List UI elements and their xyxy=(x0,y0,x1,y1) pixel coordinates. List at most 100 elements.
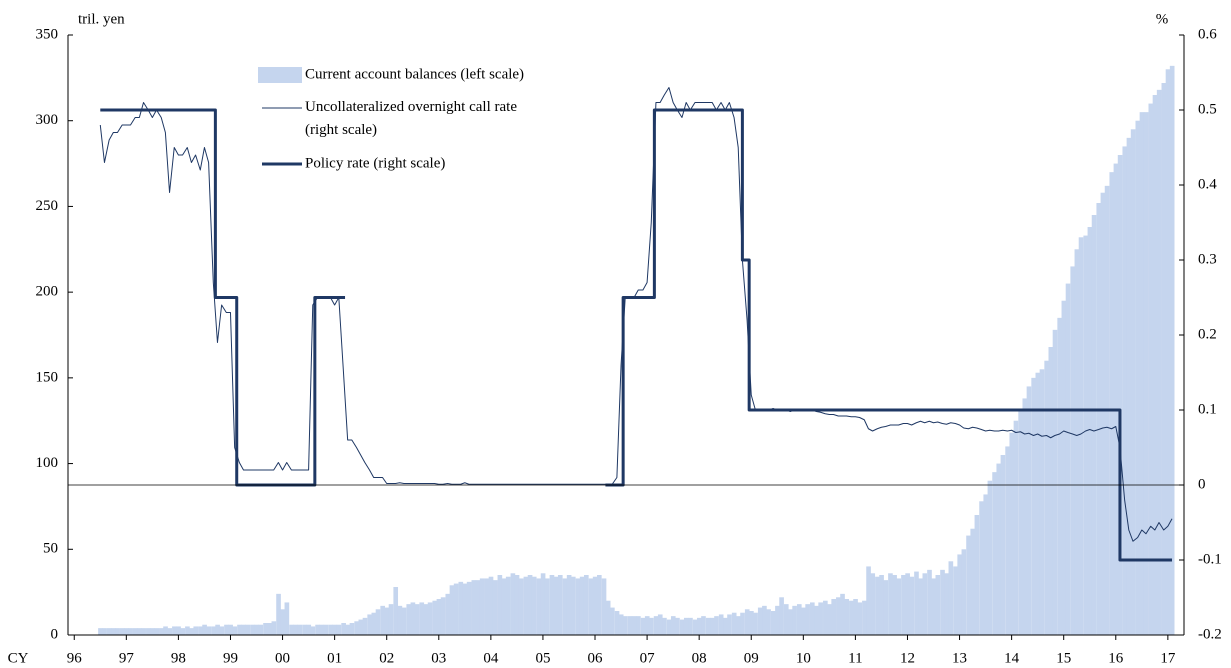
bar xyxy=(814,605,819,635)
bar xyxy=(862,600,867,635)
bar xyxy=(471,580,477,635)
x-tick-label: 96 xyxy=(67,650,83,666)
bar xyxy=(623,616,628,635)
x-tick-label: 99 xyxy=(223,650,238,666)
y-tick-label: 150 xyxy=(36,369,59,385)
bar xyxy=(202,624,207,635)
bar xyxy=(119,628,125,635)
legend-swatch xyxy=(258,67,302,83)
bar xyxy=(1048,347,1054,635)
bar xyxy=(458,581,464,635)
bar xyxy=(176,626,181,635)
bar xyxy=(553,576,559,635)
y2-tick-label: 0 xyxy=(1198,476,1206,492)
bar xyxy=(523,576,529,635)
bar xyxy=(649,617,654,635)
bar xyxy=(150,628,155,635)
bar xyxy=(1065,283,1071,635)
bar xyxy=(1117,155,1123,635)
bar xyxy=(736,616,741,635)
bar xyxy=(597,575,602,635)
bar xyxy=(992,472,997,635)
bar xyxy=(271,621,277,635)
bar xyxy=(397,605,403,635)
bar xyxy=(536,578,542,635)
bar xyxy=(172,626,177,635)
bar xyxy=(605,600,611,635)
bar xyxy=(818,602,823,635)
bar xyxy=(914,571,919,635)
bar xyxy=(1052,329,1058,635)
bar xyxy=(510,573,516,635)
y2-tick-label: 0.3 xyxy=(1198,251,1217,267)
bar xyxy=(666,619,672,635)
bar xyxy=(241,624,246,635)
bar xyxy=(115,628,120,635)
bar xyxy=(111,628,116,635)
x-tick-label: 97 xyxy=(119,650,135,666)
bar xyxy=(1061,300,1067,635)
bar xyxy=(944,573,950,635)
bar xyxy=(540,573,546,635)
y-axis-label: tril. yen xyxy=(78,11,125,27)
x-tick-label: 00 xyxy=(275,650,290,666)
bar xyxy=(801,607,806,635)
x-tick-label: 03 xyxy=(431,650,446,666)
bar xyxy=(146,628,151,635)
bar xyxy=(163,626,168,635)
bar xyxy=(1039,369,1045,635)
bar xyxy=(211,626,216,635)
bar xyxy=(627,616,633,635)
bar xyxy=(753,612,758,635)
x-tick-label: 17 xyxy=(1160,650,1176,666)
x-tick-label: 16 xyxy=(1108,650,1124,666)
bar xyxy=(159,628,164,635)
bar xyxy=(419,602,425,635)
bar xyxy=(979,501,984,635)
bar xyxy=(137,628,142,635)
bar xyxy=(237,624,242,635)
bar xyxy=(940,569,945,635)
bar xyxy=(310,626,316,635)
bar xyxy=(853,599,858,635)
bar xyxy=(640,617,646,635)
y2-tick-label: 0.4 xyxy=(1198,176,1217,192)
y-tick-label: 0 xyxy=(51,626,59,642)
y2-tick-label: 0.6 xyxy=(1198,26,1217,42)
bar xyxy=(618,614,624,635)
bar xyxy=(1139,112,1145,635)
bar xyxy=(1074,249,1080,636)
bar xyxy=(740,612,745,635)
bar xyxy=(388,604,394,635)
bar xyxy=(948,561,954,635)
bar xyxy=(749,611,754,635)
bar xyxy=(484,578,490,635)
bar xyxy=(258,624,264,635)
bar xyxy=(124,628,129,635)
bar xyxy=(133,628,138,635)
bar xyxy=(289,624,294,635)
bar xyxy=(488,576,494,635)
bar xyxy=(380,605,386,635)
bar xyxy=(744,609,750,635)
bar xyxy=(280,609,286,635)
bar xyxy=(549,575,555,635)
bar xyxy=(1070,266,1076,635)
bar xyxy=(1165,69,1171,636)
line xyxy=(100,108,1173,562)
bar xyxy=(710,617,715,635)
bar xyxy=(1078,237,1084,636)
bar xyxy=(566,575,572,635)
bar xyxy=(805,604,810,635)
bar xyxy=(1026,386,1032,635)
bar xyxy=(935,575,941,635)
bar xyxy=(371,612,377,635)
bar xyxy=(1161,83,1167,635)
bar xyxy=(254,624,259,635)
bar xyxy=(189,628,194,635)
legend-label: Policy rate (right scale) xyxy=(305,155,445,171)
bar xyxy=(406,604,412,635)
x-tick-label: 15 xyxy=(1056,650,1071,666)
y2-tick-label: 0.1 xyxy=(1198,401,1217,417)
y2-tick-label: 0.2 xyxy=(1198,326,1217,342)
